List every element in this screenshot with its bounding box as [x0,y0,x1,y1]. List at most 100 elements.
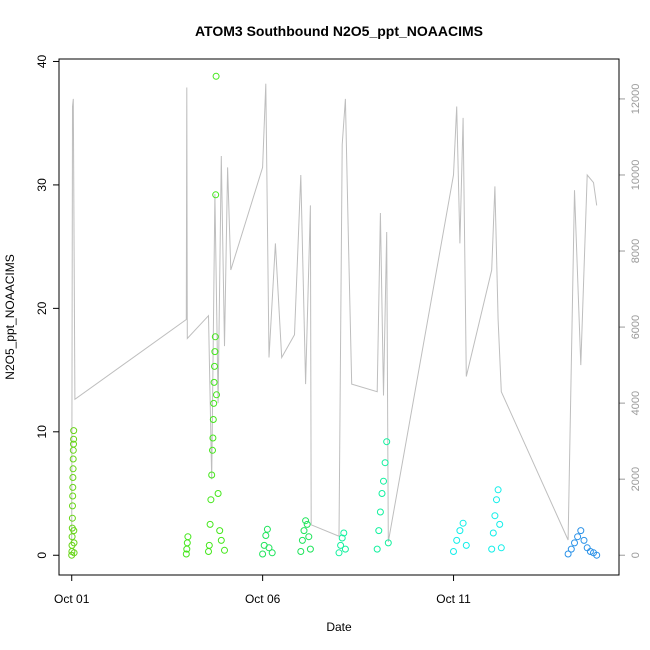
data-point [459,519,467,527]
data-point [497,544,505,552]
data-point [298,536,306,544]
data-point [583,544,591,552]
axes-layer: Oct 01 Oct 06 Oct 11 0 10 20 30 40 0 2000 4000 6000… [35,54,642,606]
y-right-tick-label: 0 [630,552,642,558]
data-point [213,391,220,399]
data-point [69,446,77,454]
data-point [70,527,78,535]
data-point [262,532,270,539]
chart-title: ATOM3 Southbound N2O5_ppt_NOAACIMS [195,23,483,39]
data-point [341,545,349,553]
data-point [69,474,77,481]
data-point [564,550,572,558]
data-point [70,539,78,547]
data-point [209,446,216,454]
data-point [488,545,496,553]
x-axis-title: Date [326,620,352,634]
data-point [211,362,218,370]
background-series-line [71,83,598,544]
data-point [496,520,504,528]
data-point [217,536,225,544]
points-layer [68,72,601,559]
data-point [384,539,392,547]
data-point [216,527,224,535]
data-point [450,548,457,555]
data-point [494,486,502,494]
data-point [212,72,220,80]
y-right-tick-label: 8000 [630,239,642,263]
y-right-tick-label: 12000 [630,84,642,115]
data-point [586,548,594,555]
data-point [183,539,191,547]
data-point [268,549,276,557]
data-point [205,548,212,555]
data-point [574,533,582,541]
y-right-tick-label: 2000 [630,467,642,491]
y-right-tick-label: 4000 [630,391,642,415]
data-point [577,527,585,535]
x-tick-label: Oct 11 [436,592,471,606]
background-line-layer [71,83,598,544]
y-left-tick-label: 10 [35,425,49,439]
data-point [567,545,575,553]
x-tick-label: Oct 06 [245,592,281,606]
y-left-tick-label: 40 [35,54,49,68]
data-point [453,536,461,544]
data-point [375,527,383,535]
data-point [263,525,271,533]
y-right-tick-label: 6000 [630,315,642,339]
data-point [456,527,464,535]
data-point [68,533,76,541]
data-point [69,492,77,500]
data-point [493,496,500,504]
data-point [184,533,192,541]
data-point [571,539,578,547]
data-point [265,544,273,552]
data-point [69,455,77,463]
data-point [182,550,190,558]
data-point [69,483,77,491]
data-point [337,541,345,549]
data-point [335,549,343,557]
data-point [70,427,78,435]
y-axis-title: N2O5_ppt_NOAACIMS [3,254,17,379]
data-point [211,333,219,341]
data-point [297,548,305,555]
data-point [491,512,499,520]
data-point [210,399,218,407]
data-point [208,471,216,479]
data-point [305,533,313,541]
data-point [70,549,78,557]
data-point [462,541,470,549]
data-point [259,550,267,558]
data-point [303,520,311,528]
data-point [381,459,389,467]
data-point [340,529,348,537]
data-point [212,191,220,199]
y-right-tick-label: 10000 [630,160,642,191]
plot-frame [58,58,620,576]
data-point [68,514,76,522]
data-point [300,527,308,535]
data-point [378,490,386,497]
data-point [489,529,497,537]
data-point [205,541,213,549]
data-point [221,546,228,554]
data-point [210,378,218,386]
y-left-tick-label: 20 [35,301,49,315]
data-point [593,551,601,559]
data-point [70,440,77,448]
data-point [338,534,346,542]
data-point [70,435,78,443]
y-left-tick-label: 0 [35,552,49,559]
data-point [209,416,217,423]
y-left-tick-label: 30 [35,178,49,192]
data-point [207,496,215,504]
data-point [373,545,381,553]
data-point [383,438,391,446]
data-point [302,517,310,525]
x-tick-label: Oct 01 [54,592,90,606]
data-point [214,490,222,497]
data-point [209,434,217,442]
